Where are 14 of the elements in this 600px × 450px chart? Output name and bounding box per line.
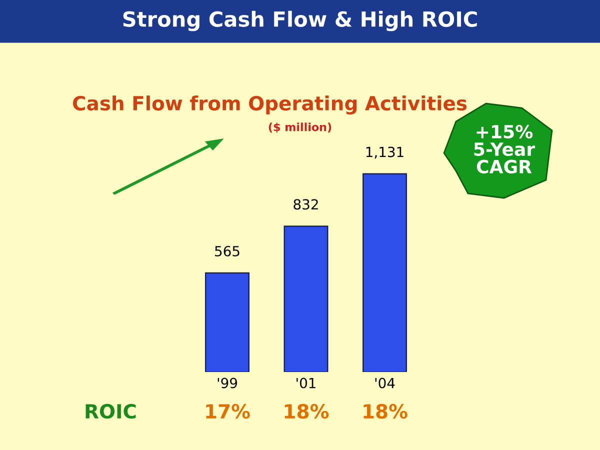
x-tick-label: '04: [375, 378, 395, 388]
y-axis-title: ($ million): [268, 122, 332, 133]
text: 18%: [284, 404, 329, 419]
text: +15% 5-Year CAGR: [474, 124, 536, 174]
data-label: 1,131: [366, 146, 404, 159]
chart-title: Strong Cash Flow & High ROIC: [123, 10, 477, 32]
chart-subtitle: Cash Flow from Operating Activities: [72, 96, 467, 114]
text: ROIC: [86, 404, 136, 419]
text: 18%: [364, 404, 408, 419]
data-label: 832: [294, 199, 318, 210]
data-label: 565: [215, 246, 240, 256]
x-tick-label: '99: [218, 378, 238, 388]
x-tick-label: '01: [296, 378, 316, 388]
text: 17%: [206, 404, 250, 419]
